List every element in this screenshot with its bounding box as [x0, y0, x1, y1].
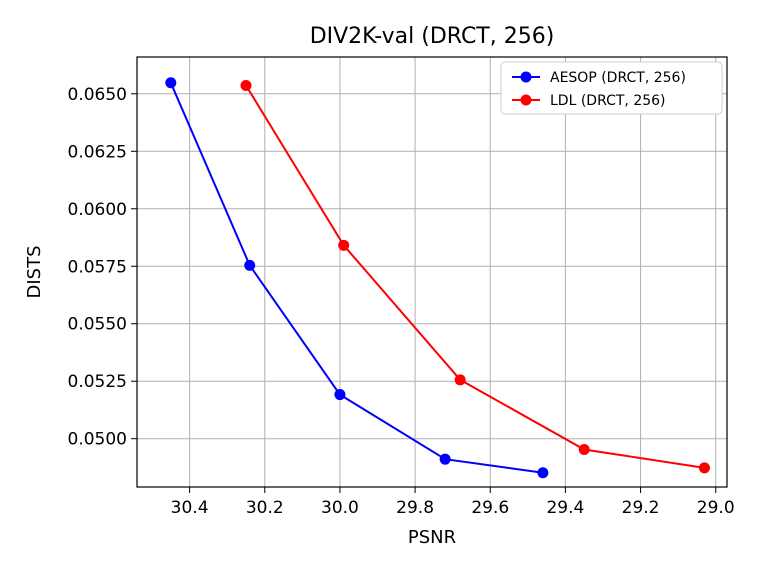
- grid: [137, 57, 727, 487]
- x-tick-label: 30.2: [246, 498, 284, 518]
- y-tick-label: 0.0550: [68, 315, 127, 335]
- y-tick-label: 0.0575: [68, 257, 127, 277]
- series-2-point: [578, 444, 590, 456]
- series-2-point: [698, 462, 710, 474]
- series-layer: [165, 77, 710, 479]
- y-tick-label: 0.0650: [68, 85, 127, 105]
- y-axis-label: DISTS: [24, 245, 45, 298]
- x-tick-label: 29.4: [546, 498, 584, 518]
- series-1-point: [439, 453, 451, 465]
- legend-box: [500, 61, 723, 115]
- x-tick-label: 29.8: [396, 498, 434, 518]
- y-tick-label: 0.0525: [68, 372, 127, 392]
- legend-marker-2: [520, 94, 532, 106]
- series-2-point: [454, 374, 466, 386]
- chart-title: DIV2K-val (DRCT, 256): [310, 24, 555, 49]
- y-tick-label: 0.0500: [68, 430, 127, 450]
- plot-frame: [136, 56, 728, 488]
- legend: AESOP (DRCT, 256) LDL (DRCT, 256): [500, 61, 723, 115]
- x-tick-label: 29.6: [471, 498, 509, 518]
- legend-label-2: LDL (DRCT, 256): [550, 93, 666, 109]
- series-2-point: [240, 80, 252, 92]
- legend-marker-1: [520, 71, 532, 83]
- series-2-point: [338, 239, 350, 251]
- y-tick-label: 0.0600: [68, 200, 127, 220]
- series-1-point: [244, 259, 256, 271]
- series-1-point: [537, 467, 549, 479]
- y-tick-label: 0.0625: [68, 142, 127, 162]
- x-tick-label: 30.4: [171, 498, 209, 518]
- x-axis-label: PSNR: [408, 527, 456, 548]
- x-tick-label: 30.0: [321, 498, 359, 518]
- x-tick-label: 29.2: [622, 498, 660, 518]
- x-tick-label: 29.0: [697, 498, 735, 518]
- legend-label-1: AESOP (DRCT, 256): [550, 70, 686, 86]
- series-1-point: [165, 77, 177, 89]
- ticks: 30.4 30.2 30.0 29.8 29.6 29.4 29.2 29.0 0.0500 0.…: [68, 85, 735, 518]
- series-1-point: [334, 389, 346, 401]
